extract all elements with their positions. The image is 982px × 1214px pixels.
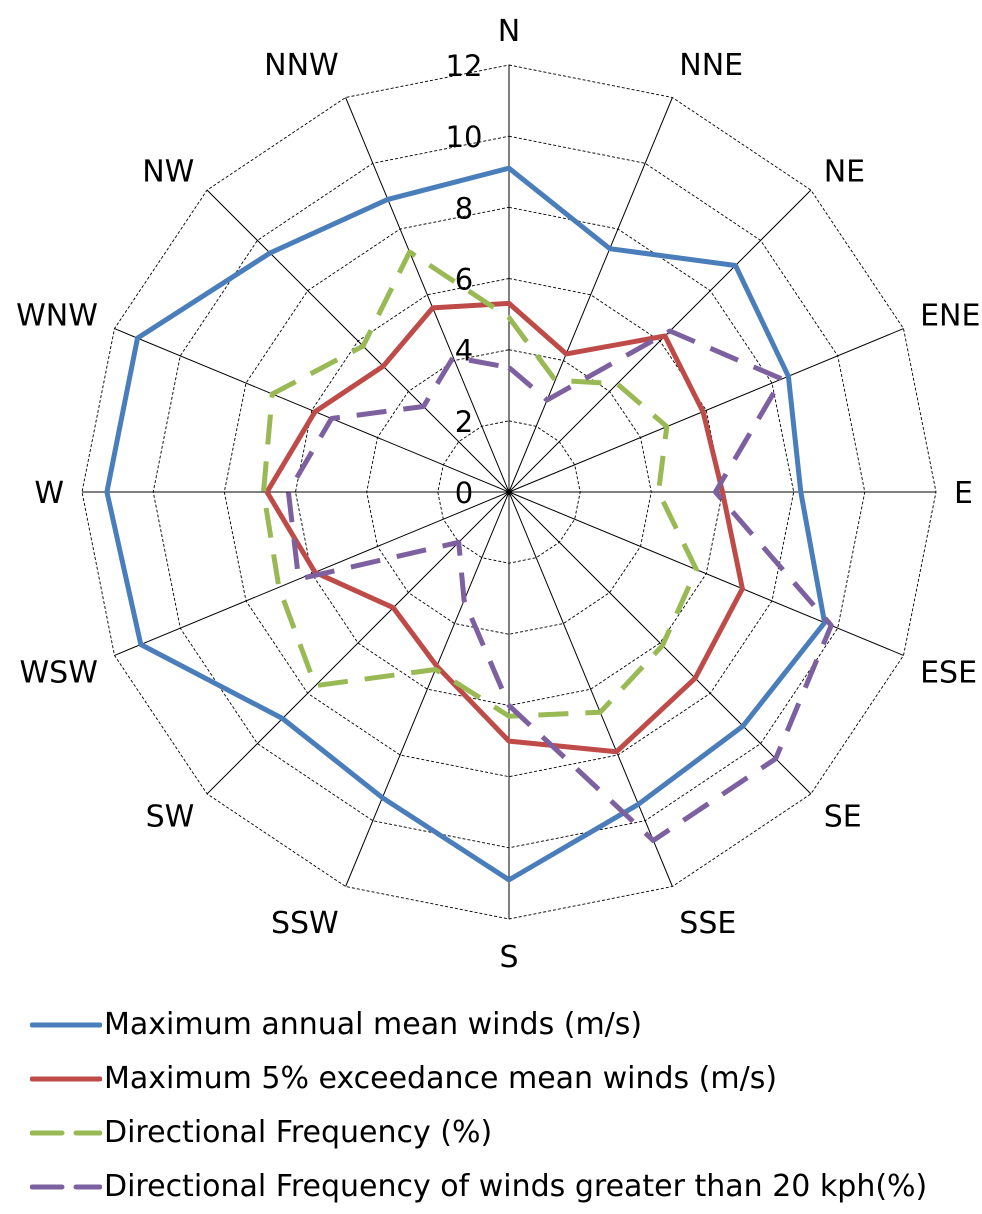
spoke	[207, 492, 509, 794]
category-label: ENE	[920, 299, 980, 334]
category-label: WSW	[20, 655, 98, 690]
category-labels: N NNE NE ENE E ESE SE SSE S SSW SW WSW W WNW NW NNW	[16, 14, 980, 975]
spoke	[509, 492, 904, 655]
spoke	[509, 98, 672, 493]
radial-tick-label: 0	[455, 476, 473, 510]
spoke	[346, 98, 509, 493]
category-label: NW	[142, 154, 194, 189]
category-label: N	[498, 14, 520, 49]
category-label: SW	[146, 800, 195, 835]
legend-label: Maximum 5% exceedance mean winds (m/s)	[104, 1052, 777, 1106]
legend-item-frequency-over-20kph: Directional Frequency of winds greater t…	[30, 1160, 975, 1214]
legend-swatch	[30, 1106, 102, 1160]
category-label: SSE	[679, 906, 736, 941]
legend-swatch	[30, 1052, 102, 1106]
category-label: SE	[824, 800, 862, 835]
legend-item-directional-frequency: Directional Frequency (%)	[30, 1106, 975, 1160]
spoke	[509, 492, 672, 887]
spoke	[115, 329, 510, 492]
legend-swatch	[30, 998, 102, 1052]
radial-tick-label: 12	[446, 49, 483, 83]
category-label: W	[34, 476, 64, 511]
radial-tick-label: 10	[446, 120, 483, 154]
series-line	[288, 331, 831, 841]
spokes	[82, 65, 936, 919]
legend-label: Directional Frequency (%)	[104, 1106, 492, 1160]
radial-tick-label: 2	[455, 405, 473, 439]
category-label: WNW	[16, 299, 98, 334]
category-label: NE	[824, 154, 865, 189]
category-label: NNE	[679, 48, 743, 83]
legend-item-exceedance: Maximum 5% exceedance mean winds (m/s)	[30, 1052, 975, 1106]
legend-swatch	[30, 1160, 102, 1214]
legend-label: Directional Frequency of winds greater t…	[104, 1160, 927, 1214]
category-label: ESE	[920, 655, 977, 690]
legend: Maximum annual mean winds (m/s) Maximum …	[30, 998, 975, 1214]
category-label: SSW	[271, 906, 339, 941]
legend-item-annual-mean: Maximum annual mean winds (m/s)	[30, 998, 975, 1052]
category-label: NNW	[264, 48, 339, 83]
radial-tick-label: 8	[455, 191, 473, 225]
legend-label: Maximum annual mean winds (m/s)	[104, 998, 642, 1052]
category-label: E	[954, 476, 973, 511]
category-label: S	[499, 940, 518, 975]
